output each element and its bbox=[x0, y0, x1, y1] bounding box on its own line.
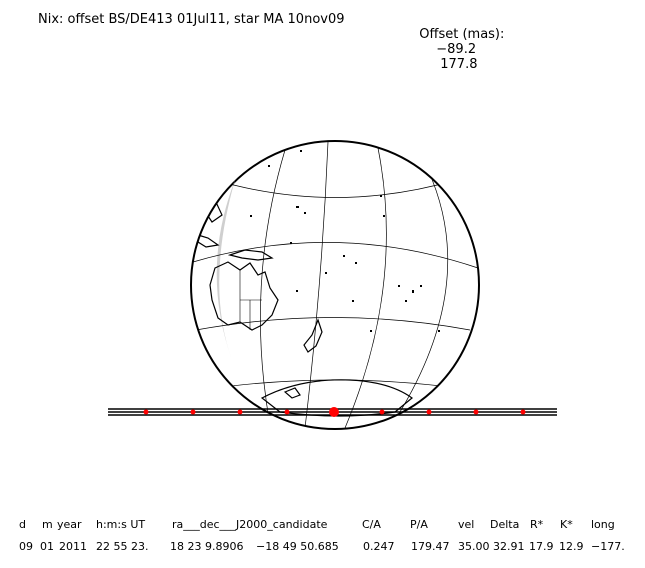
val-vel: 35.00 bbox=[458, 540, 490, 553]
track-time-markers bbox=[143, 407, 526, 417]
longitude-line-2 bbox=[304, 141, 329, 429]
land-outlines bbox=[197, 183, 413, 417]
col-ca: C/A bbox=[362, 518, 381, 531]
val-pa: 179.47 bbox=[411, 540, 450, 553]
col-pa: P/A bbox=[410, 518, 428, 531]
australia-outline bbox=[209, 261, 279, 331]
globe-outline bbox=[190, 140, 480, 430]
antarctic-peninsula bbox=[283, 387, 301, 399]
col-month: m bbox=[42, 518, 53, 531]
val-month: 01 bbox=[40, 540, 54, 553]
col-year: year bbox=[57, 518, 82, 531]
col-long: long bbox=[591, 518, 615, 531]
val-day: 09 bbox=[19, 540, 33, 553]
val-r: 17.9 bbox=[529, 540, 554, 553]
val-year: 2011 bbox=[59, 540, 87, 553]
offset-dec-value: 177.8 bbox=[440, 57, 478, 72]
longitude-line-3 bbox=[344, 147, 387, 429]
col-k: K* bbox=[560, 518, 573, 531]
val-k: 12.9 bbox=[559, 540, 584, 553]
graticule bbox=[192, 141, 479, 429]
col-delta: Delta bbox=[490, 518, 520, 531]
antarctica-outline bbox=[260, 379, 413, 417]
col-day: d bbox=[19, 518, 26, 531]
longitude-line-1 bbox=[260, 149, 286, 426]
time-marker bbox=[520, 409, 526, 415]
longitude-line-4 bbox=[394, 169, 448, 421]
val-long: −177. bbox=[591, 540, 625, 553]
time-marker bbox=[237, 409, 243, 415]
col-radec: ra___dec___J2000_candidate bbox=[172, 518, 328, 531]
australia-state-lines bbox=[239, 270, 262, 330]
time-marker bbox=[379, 409, 385, 415]
col-r: R* bbox=[530, 518, 544, 531]
time-marker bbox=[284, 409, 290, 415]
col-vel: vel bbox=[458, 518, 475, 531]
time-marker bbox=[473, 409, 479, 415]
latitude-line-equator bbox=[192, 242, 479, 269]
time-marker bbox=[190, 409, 196, 415]
offset-label: Offset (mas): bbox=[419, 27, 505, 42]
val-ra: 18 23 9.8906 bbox=[170, 540, 244, 553]
val-delta: 32.91 bbox=[493, 540, 525, 553]
time-marker bbox=[426, 409, 432, 415]
offset-ra-value: −89.2 bbox=[436, 42, 477, 57]
val-dec: −18 49 50.685 bbox=[256, 540, 339, 553]
col-time: h:m:s UT bbox=[96, 518, 146, 531]
indonesia-outline bbox=[197, 234, 220, 248]
latitude-line-north bbox=[214, 179, 457, 198]
terminator-shade bbox=[216, 180, 235, 360]
new-zealand-outline bbox=[303, 318, 323, 353]
val-time: 22 55 23. bbox=[96, 540, 149, 553]
plot-title: Nix: offset BS/DE413 01Jul11, star MA 10… bbox=[38, 12, 345, 27]
val-ca: 0.247 bbox=[363, 540, 395, 553]
time-marker bbox=[143, 409, 149, 415]
new-guinea-outline bbox=[227, 249, 274, 261]
offset-readout: Offset (mas): −89.2 177.8 bbox=[411, 12, 504, 72]
closest-approach-marker bbox=[329, 407, 339, 417]
